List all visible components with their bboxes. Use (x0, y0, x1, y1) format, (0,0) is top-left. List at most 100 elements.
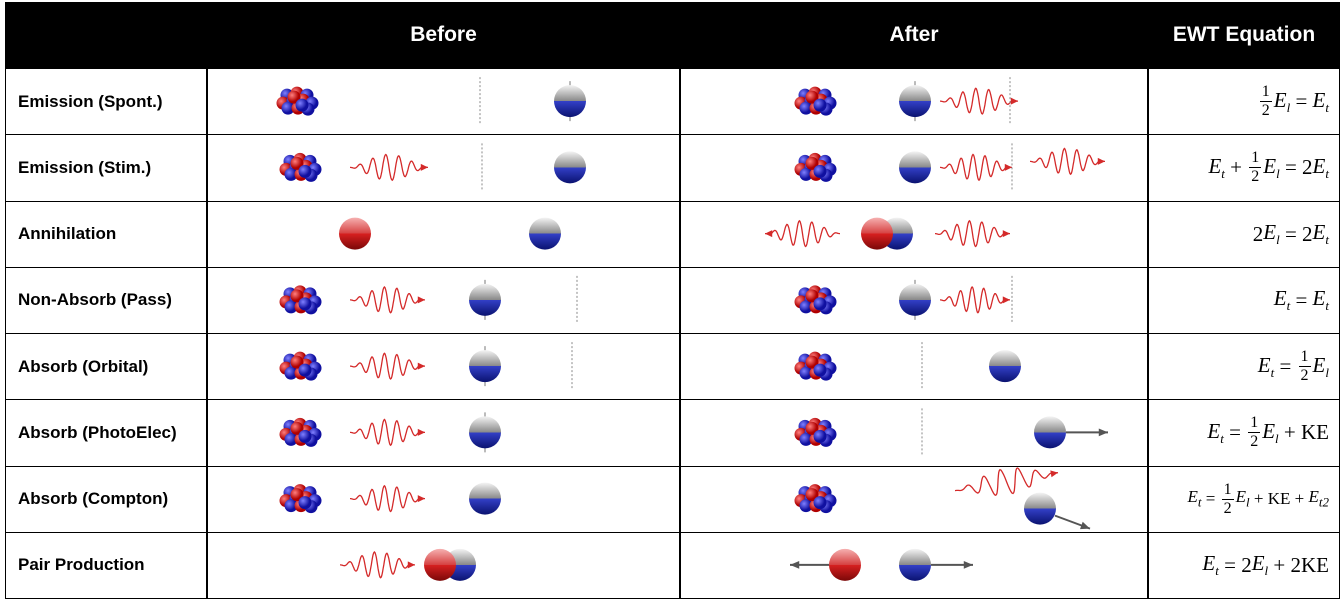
variable-base: E (1312, 286, 1326, 311)
numerator: 1 (1221, 480, 1234, 500)
after-cell (680, 266, 1148, 334)
numerator: 1 (1249, 149, 1262, 169)
before-cell (207, 333, 680, 401)
before-cell (207, 531, 680, 599)
equation-text: = 2 (1218, 552, 1252, 577)
variable: El (1263, 220, 1279, 248)
variable-subscript: l (1264, 563, 1269, 579)
variable-subscript: t (1286, 298, 1291, 314)
after-cell (680, 399, 1148, 467)
variable-base: E (1208, 153, 1222, 178)
variable-base: E (1202, 551, 1216, 576)
variable-subscript: t (1325, 232, 1329, 248)
after-cell (680, 200, 1148, 268)
variable-base: E (1257, 352, 1271, 377)
variable: Et (1313, 286, 1329, 314)
equation-text: + KE + (1249, 489, 1309, 509)
before-cell (207, 68, 680, 136)
before-cell (207, 200, 680, 268)
variable-base: E (1263, 153, 1277, 178)
variable-base: E (1312, 352, 1326, 377)
header-after: After (680, 2, 1148, 68)
equation: Et = 1 2 El (1258, 348, 1329, 385)
variable-subscript: t (1325, 298, 1329, 314)
variable-subscript: l (1246, 494, 1250, 510)
denominator: 2 (1300, 367, 1309, 385)
before-cell (207, 465, 680, 533)
equation-text: = (1274, 354, 1297, 379)
variable-subscript: l (1286, 99, 1291, 115)
variable-subscript: t (1215, 563, 1219, 579)
equation-cell: Et = 2 El + 2KE (1148, 531, 1340, 599)
row-label: Absorb (Orbital) (5, 333, 207, 401)
variable: Et (1313, 220, 1329, 248)
before-cell (207, 134, 680, 202)
variable: Et (1208, 154, 1224, 182)
equation-text: + 2KE (1268, 552, 1329, 577)
variable-base: E (1308, 487, 1319, 507)
equation-cell: Et = Et (1148, 266, 1340, 334)
equation-cell: Et = 1 2 El (1148, 333, 1340, 401)
variable-base: E (1251, 551, 1265, 576)
numerator: 1 (1298, 348, 1311, 368)
equation: 2 El = 2 Et (1253, 220, 1329, 248)
equation: Et = 2 El + 2KE (1202, 551, 1329, 579)
equation-text: = (1201, 489, 1220, 509)
variable-subscript: t (1325, 99, 1329, 115)
equation-cell: Et = 1 2 El + KE + Et2 (1148, 465, 1340, 533)
variable-base: E (1273, 87, 1287, 112)
after-cell (680, 333, 1148, 401)
variable: Et (1313, 88, 1329, 116)
row-label: Pair Production (5, 531, 207, 599)
variable-subscript: l (1276, 232, 1280, 248)
equation-text: 2 (1252, 221, 1264, 246)
variable-base: E (1312, 220, 1326, 245)
equation: Et + 1 2 El = 2 Et (1208, 149, 1329, 186)
after-cell (680, 68, 1148, 136)
variable: El (1262, 419, 1278, 447)
variable: El (1236, 487, 1250, 510)
after-cell (680, 465, 1148, 533)
equation: Et = 1 2 El + KE + Et2 (1188, 481, 1329, 518)
equation-cell: 1 2 El = Et (1148, 68, 1340, 136)
variable: Et (1274, 286, 1290, 314)
equation-text: = (1290, 89, 1313, 114)
equation-cell: 2 El = 2 Et (1148, 200, 1340, 268)
variable-base: E (1273, 286, 1287, 311)
variable: Et2 (1308, 487, 1329, 510)
before-cell (207, 399, 680, 467)
equation-text: + (1224, 155, 1248, 180)
equation-text: = (1223, 420, 1247, 445)
equation-cell: Et + 1 2 El = 2 Et (1148, 134, 1340, 202)
equation-text: = (1290, 287, 1313, 312)
header-before: Before (207, 2, 680, 68)
denominator: 2 (1250, 433, 1259, 451)
variable-subscript: t (1325, 165, 1329, 181)
variable: El (1274, 88, 1290, 116)
variable-base: E (1312, 87, 1326, 112)
equation-text: = 2 (1279, 155, 1313, 180)
equation: Et = 1 2 El + KE (1207, 414, 1329, 451)
variable-base: E (1235, 487, 1247, 507)
after-cell (680, 134, 1148, 202)
variable: El (1252, 551, 1268, 579)
numerator: 1 (1259, 83, 1272, 103)
before-cell (207, 266, 680, 334)
variable-base: E (1262, 418, 1276, 443)
variable-subscript: l (1275, 430, 1279, 446)
variable: Et (1202, 551, 1218, 579)
variable-subscript: t (1270, 364, 1275, 380)
denominator: 2 (1223, 499, 1232, 517)
equation-text: + KE (1278, 420, 1329, 445)
variable-subscript: t (1221, 165, 1225, 181)
row-label: Annihilation (5, 200, 207, 268)
variable-subscript: t (1197, 494, 1202, 510)
header-equation: EWT Equation (1148, 2, 1340, 68)
row-label: Emission (Stim.) (5, 134, 207, 202)
